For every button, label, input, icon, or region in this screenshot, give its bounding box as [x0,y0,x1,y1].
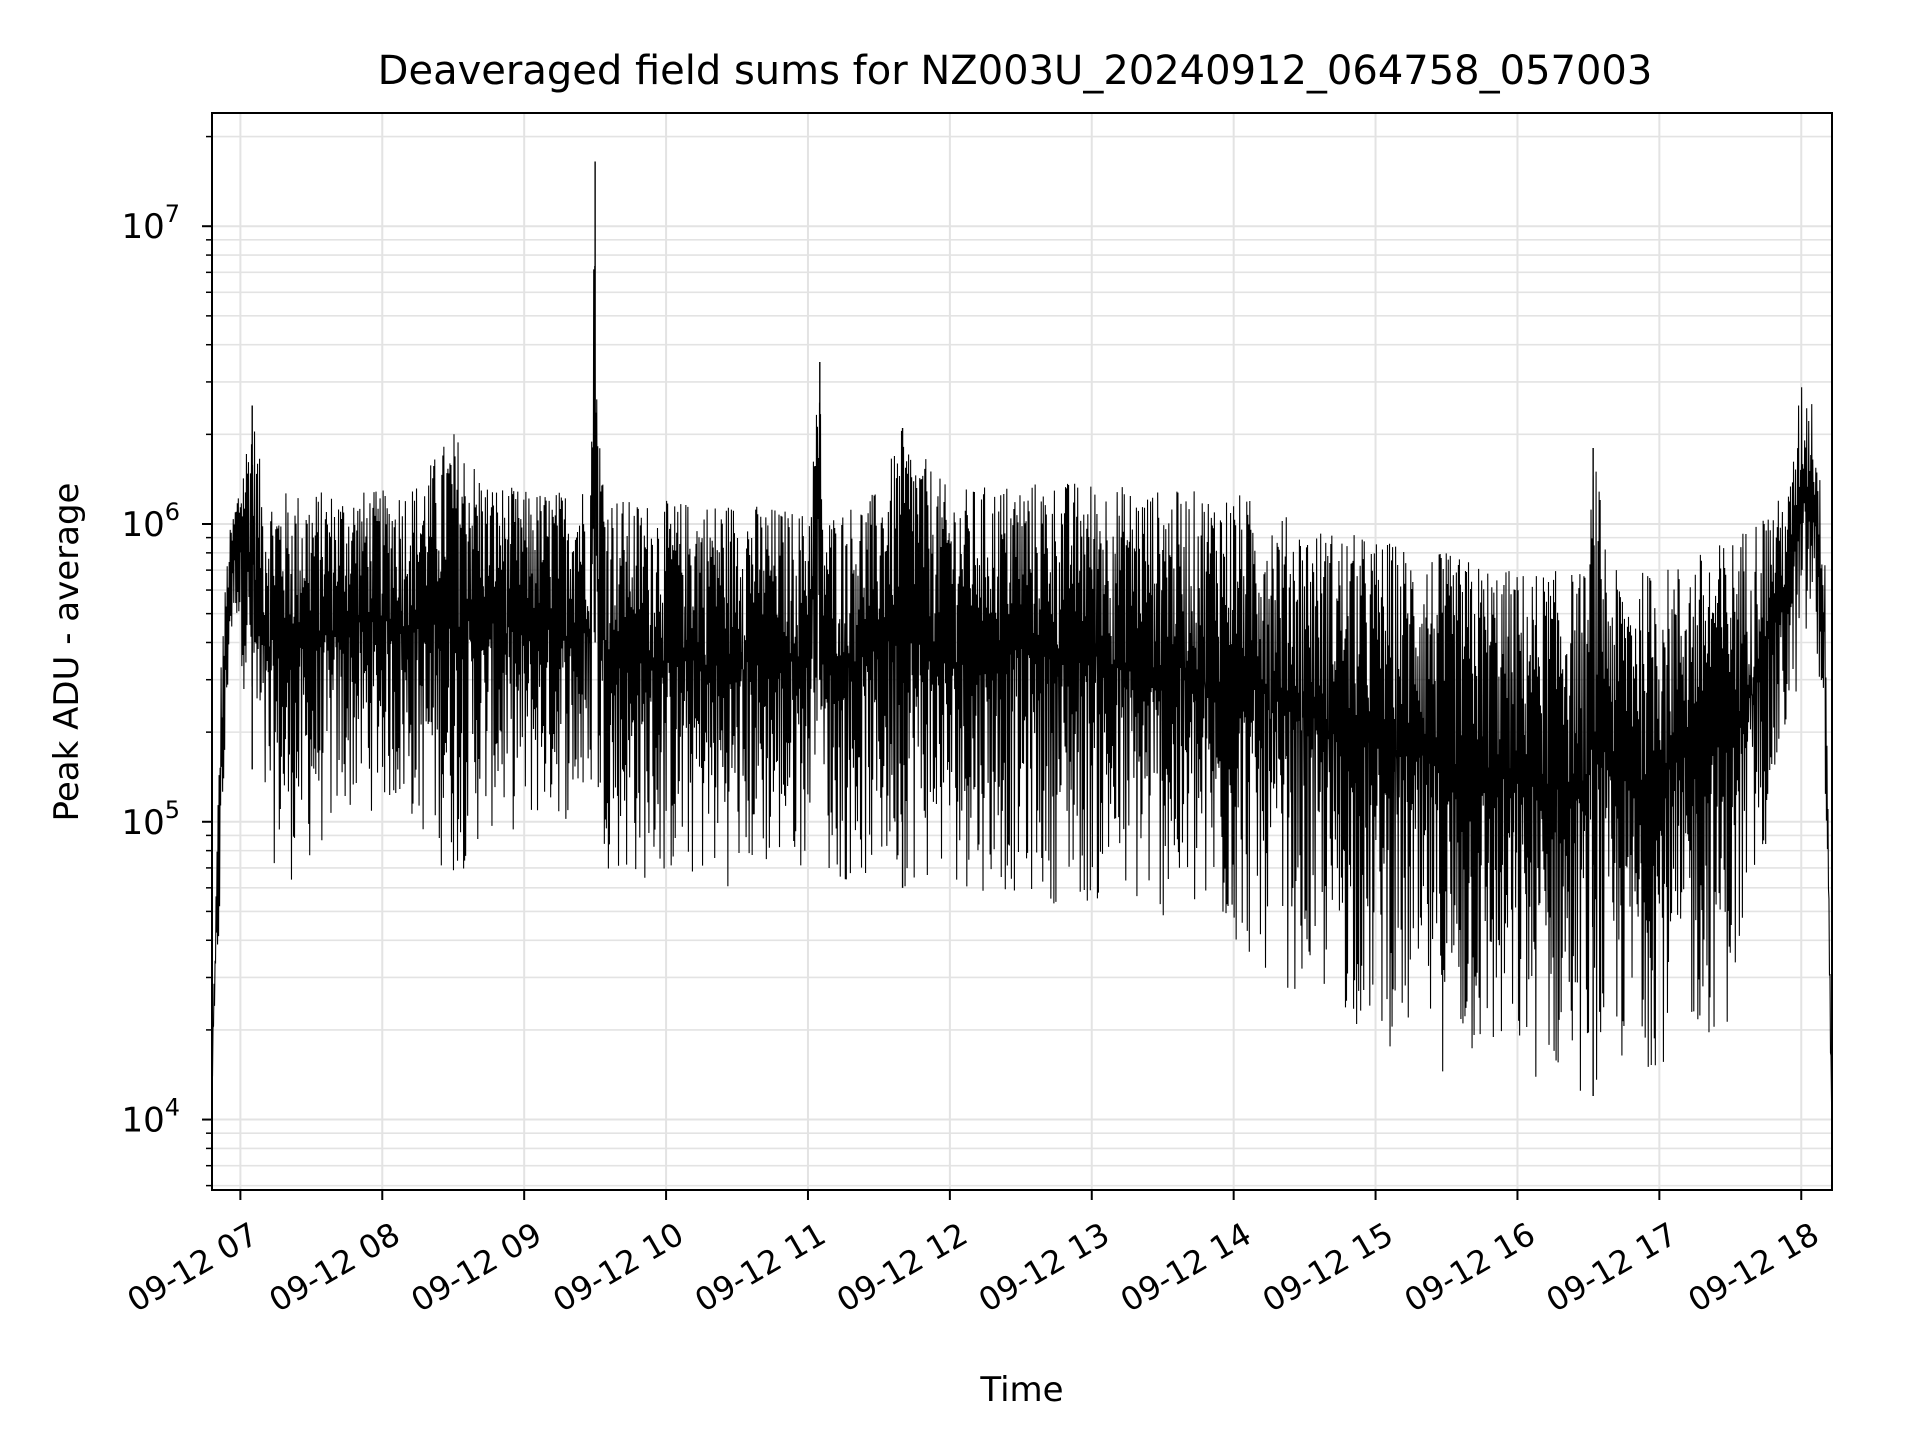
y-tick-label: 107 [121,200,180,247]
y-tick-label: 105 [121,796,180,843]
x-axis-label: Time [979,1370,1063,1410]
y-tick-label: 106 [121,498,180,545]
y-axis-ticks: 104 105 106 107 [121,135,212,1187]
y-axis-label: Peak ADU - average [47,483,87,822]
plot-frame [211,112,1833,1191]
series-line [211,265,1833,1134]
data-series [211,161,1833,1134]
y-tick-label: 104 [121,1094,180,1141]
chart-title: Deaveraged field sums for NZ003U_2024091… [378,48,1653,94]
